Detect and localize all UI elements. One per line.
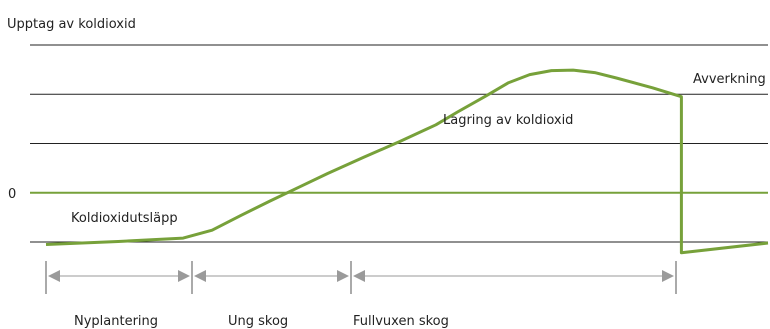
phase-label-nyplantering: Nyplantering xyxy=(74,314,158,329)
series-line-path xyxy=(45,68,769,255)
phase-arrowhead xyxy=(48,270,60,282)
phase-arrowhead xyxy=(194,270,206,282)
phase-arrowhead xyxy=(353,270,365,282)
phase-label-ung-skog: Ung skog xyxy=(228,314,288,329)
y-axis-label: Upptag av koldioxid xyxy=(7,17,136,32)
phase-arrowhead xyxy=(662,270,674,282)
annotation-harvest: Avverkning xyxy=(693,72,766,87)
phase-label-fullvuxen-skog: Fullvuxen skog xyxy=(353,314,449,329)
annotation-emission: Koldioxidutsläpp xyxy=(71,211,178,226)
gridlines xyxy=(30,44,768,243)
phase-arrowhead xyxy=(178,270,190,282)
phase-timeline xyxy=(45,261,677,294)
phase-arrowhead xyxy=(337,270,349,282)
annotation-storage: Lagring av koldioxid xyxy=(443,113,573,128)
y-tick-label-zero: 0 xyxy=(8,187,16,202)
series-line xyxy=(45,68,769,255)
